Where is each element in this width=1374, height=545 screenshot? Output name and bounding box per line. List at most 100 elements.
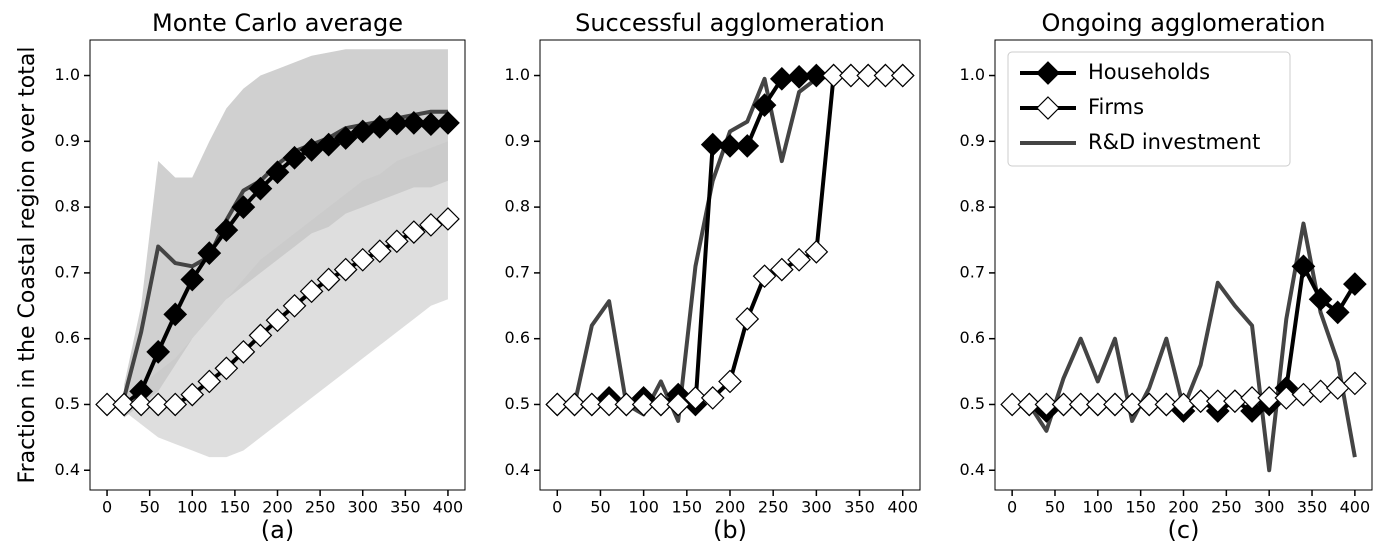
legend-label: Firms <box>1088 95 1144 119</box>
data-marker <box>402 220 426 244</box>
data-marker <box>214 356 239 381</box>
legend-marker <box>1036 96 1060 120</box>
data-marker <box>95 392 119 417</box>
x-tick-label: 0 <box>552 498 562 517</box>
data-marker <box>350 247 375 272</box>
data-marker <box>146 339 171 364</box>
y-tick-label: 0.8 <box>55 197 80 216</box>
series-line <box>572 73 903 423</box>
data-marker <box>384 229 409 254</box>
data-marker <box>129 392 153 417</box>
x-tick-label: 300 <box>801 498 832 517</box>
y-tick-label: 0.4 <box>960 460 985 479</box>
data-marker <box>1240 386 1264 410</box>
confidence-band <box>124 49 448 418</box>
data-marker <box>787 247 811 272</box>
data-marker <box>890 63 915 88</box>
x-tick-label: 50 <box>590 498 610 517</box>
x-tick-label: 100 <box>628 498 659 517</box>
data-marker <box>839 63 863 88</box>
x-tick-label: 100 <box>177 498 208 517</box>
data-marker <box>1103 392 1127 417</box>
data-marker <box>752 264 777 289</box>
data-marker <box>146 392 171 417</box>
data-marker <box>787 64 811 89</box>
legend-label: R&D investment <box>1088 130 1260 154</box>
y-axis-label: Fraction in the Coastal region over tota… <box>15 47 40 484</box>
data-marker <box>436 207 460 231</box>
data-marker <box>718 369 742 394</box>
data-marker <box>562 392 587 417</box>
data-marker <box>384 111 409 136</box>
y-tick-label: 1.0 <box>505 65 530 84</box>
data-marker <box>214 218 239 242</box>
data-marker <box>1154 392 1179 417</box>
data-marker <box>265 308 290 333</box>
y-tick-label: 0.5 <box>505 394 530 413</box>
data-marker <box>769 257 794 282</box>
y-tick-label: 1.0 <box>960 65 985 84</box>
y-tick-label: 0.8 <box>505 197 530 216</box>
chart-title: Monte Carlo average <box>152 9 403 37</box>
data-marker <box>1291 254 1316 279</box>
data-marker <box>1085 392 1110 417</box>
y-tick-label: 1.0 <box>55 65 80 84</box>
data-marker <box>614 392 639 417</box>
chart-title: Ongoing agglomeration <box>1042 9 1326 37</box>
data-marker <box>579 392 604 417</box>
x-tick-label: 300 <box>1254 498 1285 517</box>
series-line <box>557 73 903 407</box>
y-tick-label: 0.7 <box>505 262 530 281</box>
data-marker <box>1343 272 1367 296</box>
x-tick-label: 200 <box>1168 498 1199 517</box>
series-line <box>1027 221 1357 473</box>
data-marker <box>856 63 881 88</box>
data-marker <box>1240 399 1264 423</box>
data-marker <box>419 112 443 137</box>
y-tick-label: 0.7 <box>960 262 985 281</box>
y-tick-label: 0.5 <box>960 394 985 413</box>
panel-label: (c) <box>1168 516 1200 544</box>
x-tick-label: 400 <box>433 498 464 517</box>
y-tick-label: 0.6 <box>960 328 985 347</box>
y-tick-label: 0.9 <box>960 131 985 150</box>
data-marker <box>197 241 222 266</box>
data-marker <box>718 134 742 158</box>
data-marker <box>402 111 426 135</box>
data-marker <box>112 392 136 417</box>
data-marker <box>700 132 725 157</box>
y-tick-label: 0.6 <box>55 328 80 347</box>
data-marker <box>231 195 256 219</box>
data-marker <box>597 392 621 417</box>
data-marker <box>752 93 777 117</box>
x-tick-label: 100 <box>1083 498 1114 517</box>
x-tick-label: 300 <box>347 498 378 517</box>
data-marker <box>1000 392 1024 417</box>
data-marker <box>821 63 846 88</box>
data-marker <box>333 257 358 282</box>
x-tick-label: 0 <box>1007 498 1017 517</box>
data-marker <box>631 392 656 417</box>
data-marker <box>1343 371 1367 396</box>
x-tick-label: 250 <box>758 498 789 517</box>
legend-label: Households <box>1088 60 1210 84</box>
x-tick-label: 150 <box>672 498 703 517</box>
data-marker <box>666 392 691 417</box>
x-tick-label: 150 <box>1125 498 1156 517</box>
data-marker <box>804 239 829 264</box>
plot-frame <box>539 39 921 491</box>
data-marker <box>367 239 392 264</box>
y-tick-label: 0.4 <box>55 460 80 479</box>
x-tick-label: 250 <box>305 498 336 517</box>
series-line <box>557 73 903 407</box>
data-marker <box>1051 392 1076 417</box>
x-tick-label: 200 <box>262 498 293 517</box>
data-marker <box>419 213 443 237</box>
data-marker <box>180 382 205 407</box>
data-marker <box>1120 392 1144 417</box>
x-tick-label: 350 <box>1297 498 1328 517</box>
data-marker <box>545 392 570 417</box>
x-tick-label: 0 <box>102 498 112 517</box>
panel-label: (a) <box>261 516 294 544</box>
